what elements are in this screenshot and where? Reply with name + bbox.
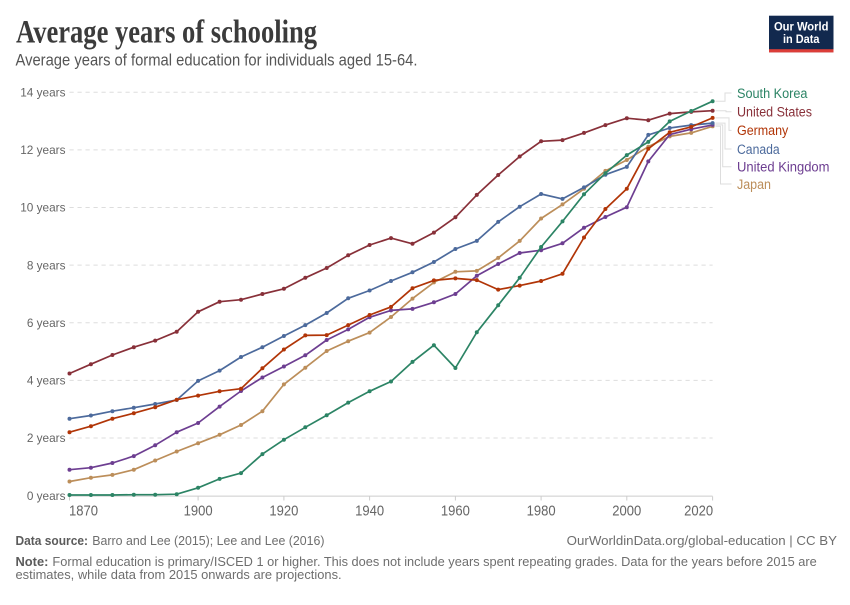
- svg-text:1980: 1980: [527, 502, 556, 519]
- svg-text:Our World: Our World: [774, 20, 829, 34]
- svg-text:South Korea: South Korea: [737, 86, 808, 102]
- svg-text:1900: 1900: [184, 502, 213, 519]
- svg-text:1870: 1870: [69, 502, 98, 519]
- svg-text:United States: United States: [737, 105, 812, 121]
- svg-text:4 years: 4 years: [27, 374, 66, 388]
- svg-text:2 years: 2 years: [27, 431, 66, 445]
- svg-text:Average years of formal educat: Average years of formal education for in…: [16, 52, 418, 70]
- svg-text:1960: 1960: [441, 502, 470, 519]
- svg-text:1940: 1940: [355, 502, 384, 519]
- svg-text:Germany: Germany: [737, 123, 789, 139]
- svg-text:2000: 2000: [612, 502, 641, 519]
- svg-text:Data source:: Data source:: [16, 533, 89, 548]
- svg-text:14 years: 14 years: [20, 86, 65, 100]
- svg-text:Formal education is primary/IS: Formal education is primary/ISCED 1 or h…: [52, 554, 816, 569]
- svg-text:1920: 1920: [269, 502, 298, 519]
- svg-text:OurWorldinData.org/global-educ: OurWorldinData.org/global-education | CC…: [567, 533, 838, 548]
- svg-text:Canada: Canada: [737, 142, 780, 158]
- svg-text:6 years: 6 years: [27, 316, 66, 330]
- svg-text:8 years: 8 years: [27, 258, 66, 272]
- svg-text:Japan: Japan: [737, 177, 771, 193]
- svg-text:2020: 2020: [684, 502, 713, 519]
- svg-text:Note:: Note:: [16, 554, 49, 569]
- svg-text:in Data: in Data: [783, 32, 820, 46]
- svg-text:12 years: 12 years: [20, 143, 65, 157]
- svg-text:Barro and Lee (2015); Lee and: Barro and Lee (2015); Lee and Lee (2016): [92, 533, 324, 548]
- svg-text:0 years: 0 years: [27, 489, 66, 503]
- svg-text:United Kingdom: United Kingdom: [737, 160, 830, 176]
- svg-text:estimates, while data from 201: estimates, while data from 2015 onwards …: [16, 567, 342, 582]
- svg-text:10 years: 10 years: [20, 201, 65, 215]
- svg-text:Average years of schooling: Average years of schooling: [16, 15, 317, 51]
